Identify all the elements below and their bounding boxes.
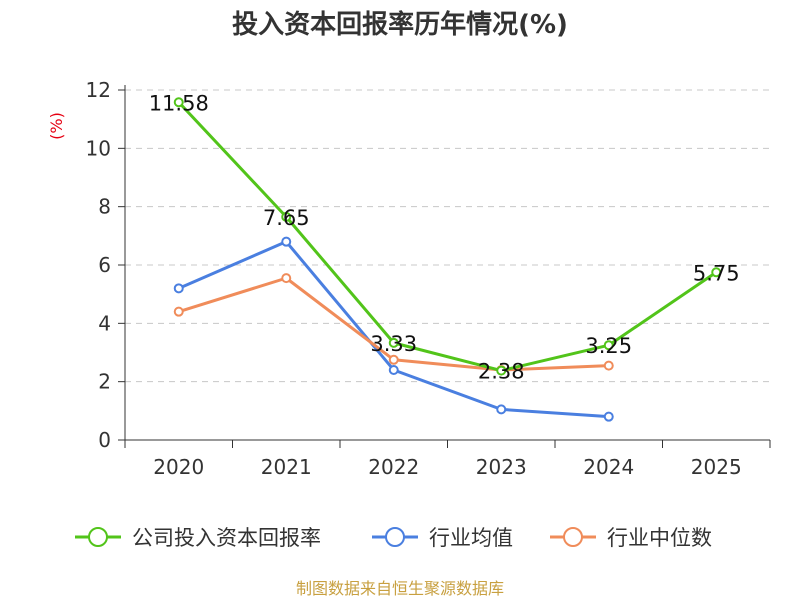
x-tick-label: 2023 — [476, 455, 527, 479]
y-tick-label: 8 — [98, 195, 111, 219]
legend-marker — [88, 527, 108, 547]
data-point — [603, 411, 614, 422]
data-point — [281, 273, 292, 284]
source-note: 制图数据来自恒生聚源数据库 — [296, 579, 504, 598]
series-lines — [173, 97, 722, 422]
legend-label: 行业中位数 — [607, 526, 712, 550]
data-point — [173, 283, 184, 294]
legend-item-0: 公司投入资本回报率 — [75, 526, 321, 550]
y-tick-label: 4 — [98, 311, 111, 335]
data-point — [388, 365, 399, 375]
legend-label: 公司投入资本回报率 — [132, 526, 321, 550]
x-tick-label: 2024 — [583, 455, 634, 479]
data-label: 5.75 — [693, 261, 740, 285]
data-point — [388, 337, 399, 348]
data-label: 2.38 — [478, 360, 525, 384]
data-labels: 11.58 7.65 3.33 2.38 3.25 5.75 — [149, 91, 740, 383]
series-line — [178, 240, 609, 419]
y-tick-label: 10 — [86, 136, 111, 160]
legend-marker — [385, 527, 405, 547]
chart-title: 投入资本回报率历年情况(%) — [232, 9, 568, 40]
grid-lines — [125, 89, 770, 383]
y-tick-label: 6 — [98, 253, 111, 277]
data-label: 3.33 — [370, 332, 417, 356]
series-line — [177, 101, 718, 373]
data-label: 7.65 — [263, 206, 310, 230]
x-tick-labels: 2020 2021 2022 2023 2024 2025 — [153, 455, 741, 479]
data-point — [388, 354, 399, 365]
y-tick-label: 2 — [98, 370, 111, 394]
y-axis-unit: (%) — [47, 112, 66, 140]
data-point — [496, 404, 507, 415]
x-tick-label: 2020 — [153, 455, 204, 479]
data-point — [173, 97, 184, 108]
x-tick-label: 2022 — [368, 455, 419, 479]
y-tick-label: 0 — [98, 428, 111, 452]
series-0 — [173, 97, 722, 376]
legend-item-1: 行业均值 — [372, 526, 513, 550]
data-point — [173, 306, 184, 317]
legend: 公司投入资本回报率 行业均值 行业中位数 — [75, 526, 712, 550]
data-point — [496, 365, 507, 376]
data-label: 3.25 — [585, 334, 632, 358]
x-tick-label: 2025 — [691, 455, 742, 479]
legend-label: 行业均值 — [429, 526, 513, 550]
y-tick-labels: 0 2 4 6 8 10 12 — [86, 78, 111, 452]
data-point — [281, 211, 292, 222]
y-tick-label: 12 — [86, 78, 111, 102]
legend-marker — [563, 527, 583, 547]
series-1 — [173, 236, 614, 422]
data-point — [603, 360, 614, 371]
axes — [118, 85, 771, 448]
data-point — [603, 340, 614, 351]
data-label: 11.58 — [149, 91, 209, 115]
data-point — [281, 236, 292, 247]
x-tick-label: 2021 — [261, 455, 312, 479]
legend-item-2: 行业中位数 — [550, 526, 712, 550]
data-point — [711, 267, 722, 278]
